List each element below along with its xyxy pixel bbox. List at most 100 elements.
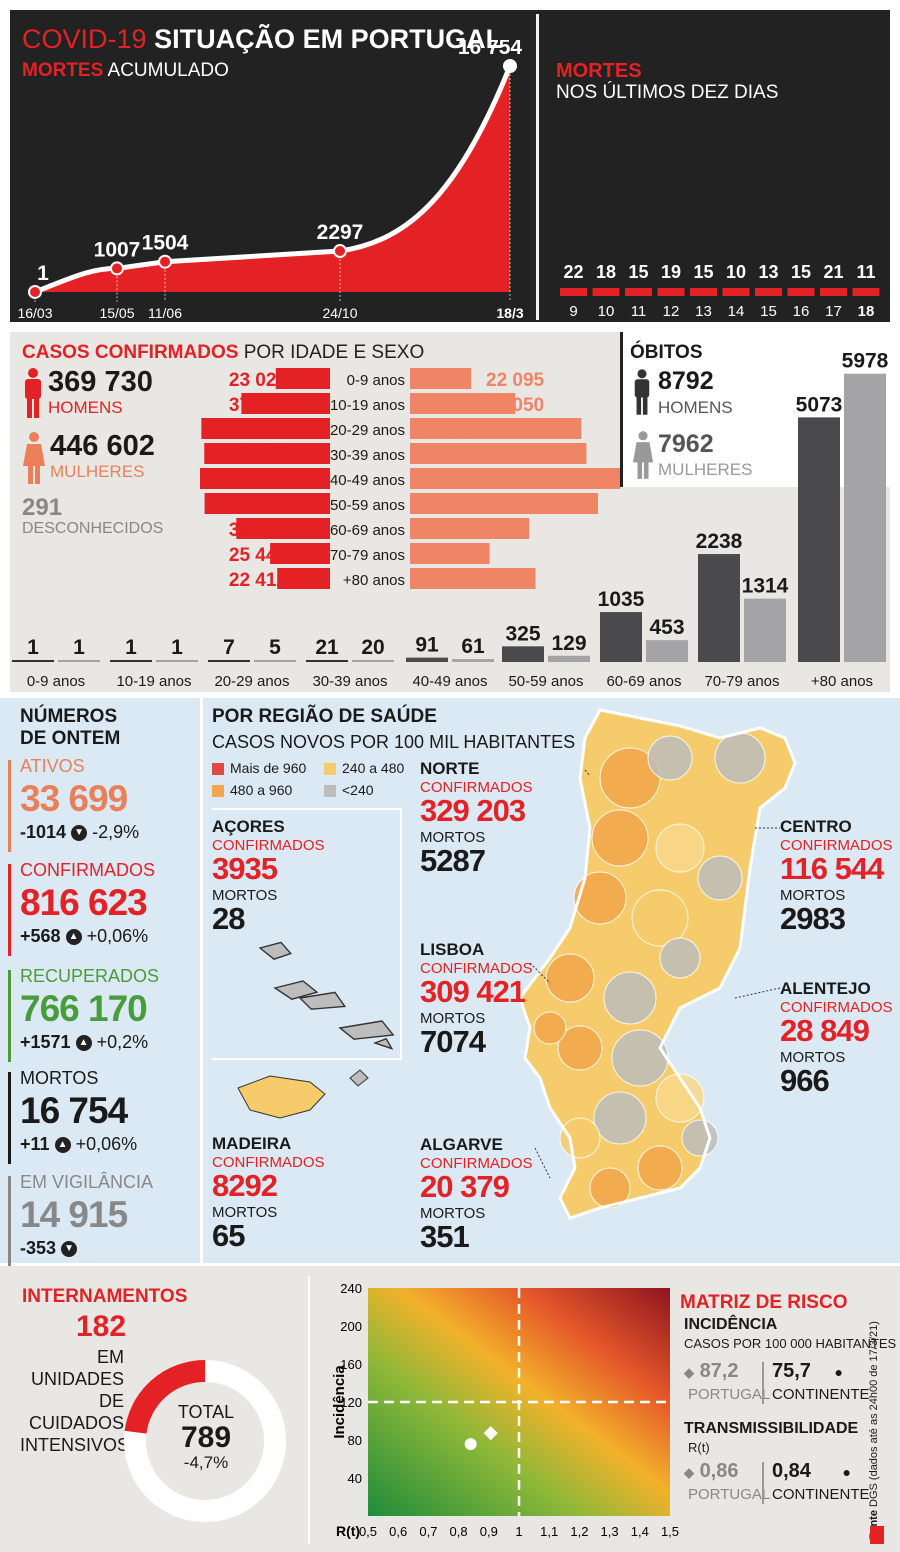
- men-cases-bar: [204, 493, 330, 514]
- subtitle-red: MORTES: [22, 60, 104, 81]
- ontem-item-delta-value: +568: [20, 926, 61, 946]
- divider: [400, 808, 402, 1058]
- ten-days-label: 18: [858, 303, 875, 320]
- cumulative-value-label: 1504: [142, 232, 189, 255]
- men-deaths-bar: [406, 657, 448, 662]
- page-title: COVID-19 SITUAÇÃO EM PORTUGAL: [22, 24, 502, 55]
- municipality-area: [611, 1029, 669, 1087]
- men-deaths-value: 1: [27, 636, 39, 659]
- women-deaths-value: 1: [73, 636, 85, 659]
- cumulative-point: [333, 244, 347, 259]
- ontem-item-pct: +0,06%: [86, 926, 149, 946]
- ontem-list: ATIVOS 33 699 -1014 ▼ -2,9% CONFIRMADOS 816 …: [0, 756, 200, 1268]
- men-deaths-bar: [600, 612, 642, 662]
- rt-portugal: ◆ 0,86: [684, 1460, 739, 1483]
- ten-days-value: 15: [628, 262, 648, 282]
- incidence-subtitle: CASOS POR 100 000 HABITANTES: [684, 1336, 897, 1351]
- men-cases-value: 39 798: [229, 520, 287, 541]
- ontem-item: EM VIGILÂNCIA 14 915 -353 ▼: [0, 1172, 200, 1272]
- region-pointer: [584, 769, 591, 777]
- risk-x-tick: 1,5: [661, 1524, 679, 1539]
- men-cases-value: 23 022: [229, 370, 287, 391]
- ten-days-label: 17: [825, 303, 842, 320]
- cumulative-subtitle: MORTES ACUMULADO: [22, 60, 229, 82]
- rt-continente: 0,84 ●: [772, 1460, 851, 1483]
- ten-days-value: 22: [563, 262, 583, 282]
- icu-total-value: 789: [180, 1421, 232, 1454]
- risk-y-axis-label: Incidência: [331, 1365, 348, 1439]
- ten-days-label: 10: [598, 303, 615, 320]
- cumulative-point: [503, 59, 517, 73]
- rt-continente-value: 0,84: [772, 1460, 811, 1482]
- women-cases-label: MULHERES: [50, 462, 145, 481]
- women-cases-bar: [410, 393, 516, 414]
- incidence-continente-label: CONTINENTE: [772, 1386, 870, 1403]
- icu-label: EM UNIDADES DE CUIDADOS INTENSIVOS: [20, 1346, 129, 1456]
- cases-age-chart: 23 022 0-9 anos 22 095 37 661 10-19 anos 38 0…: [200, 368, 620, 591]
- women-deaths-value: 5978: [842, 350, 889, 373]
- men-cases-label: HOMENS: [48, 398, 123, 417]
- cumulative-x-label: 16/03: [17, 305, 52, 321]
- women-deaths-bar: [254, 660, 296, 662]
- women-deaths-value: 129: [551, 632, 586, 655]
- ten-days-label: 16: [793, 303, 810, 320]
- legend-swatch: [212, 785, 224, 798]
- regions-title: POR REGIÃO DE SAÚDE: [212, 706, 437, 727]
- men-cases-bar: [200, 468, 330, 489]
- chevron-down-icon: ▼: [71, 825, 88, 842]
- ontem-item-delta-value: +1571: [20, 1032, 71, 1052]
- men-deaths-bar: [110, 660, 152, 662]
- men-deaths-value: 7: [223, 636, 235, 659]
- age-label: 20-29 anos: [330, 422, 405, 439]
- ten-days-value: 15: [791, 262, 811, 282]
- logo-icon: [870, 1526, 884, 1544]
- women-cases-bar: [410, 468, 620, 489]
- ontem-item: RECUPERADOS 766 170 +1571 ▲ +0,2%: [0, 966, 200, 1066]
- obitos-divider: [620, 332, 623, 487]
- regions-subtitle: CASOS NOVOS POR 100 MIL HABITANTES: [212, 732, 576, 752]
- men-cases-value: 53 287: [229, 495, 287, 516]
- icu-label-line2: DE CUIDADOS: [28, 1391, 124, 1433]
- ontem-item-bar: [8, 970, 11, 1062]
- men-cases-bar: [275, 368, 330, 389]
- ontem-item-value: 816 623: [20, 882, 148, 923]
- women-deaths-bar: [744, 598, 786, 662]
- azores-island: [372, 1037, 394, 1050]
- men-deaths-value: 1: [125, 636, 137, 659]
- risk-x-tick: 1,1: [540, 1524, 558, 1539]
- legend-label: 480 a 960: [230, 782, 293, 798]
- incidence-portugal: ◆ 87,2: [684, 1360, 739, 1383]
- deaths-age-label: 50-59 anos: [508, 673, 583, 690]
- women-deaths-bar: [452, 659, 494, 662]
- ontem-item-pct: +0,06%: [75, 1134, 138, 1154]
- rt-portugal-value: 0,86: [699, 1460, 739, 1482]
- men-cases-value: 37 661: [229, 395, 288, 416]
- chevron-down-icon: ▼: [61, 1241, 78, 1258]
- municipality-area: [697, 855, 743, 901]
- risk-x-tick: 0,5: [359, 1524, 377, 1539]
- ontem-item-value: 33 699: [20, 778, 128, 819]
- women-deaths-value: 61: [461, 635, 485, 658]
- region-pointer: [534, 1147, 551, 1179]
- chevron-up-icon: ▲: [75, 1035, 92, 1052]
- deaths-age-label: 30-39 anos: [312, 673, 387, 690]
- dot-icon: ●: [842, 1464, 851, 1480]
- legend-label: Mais de 960: [230, 760, 307, 776]
- rt-portugal-label: PORTUGAL: [688, 1486, 771, 1503]
- risk-x-tick: 0,8: [450, 1524, 468, 1539]
- men-deaths-value: 91: [415, 634, 439, 657]
- icu-total-label: TOTAL: [177, 1402, 235, 1422]
- incidence-title: INCIDÊNCIA: [684, 1316, 778, 1333]
- porto-santo-island: [349, 1069, 369, 1087]
- ontem-item-value: 766 170: [20, 988, 148, 1029]
- deaths-age-label: 0-9 anos: [27, 673, 85, 690]
- incidence-continente: 75,7 ●: [772, 1360, 843, 1383]
- men-deaths-bar: [208, 660, 250, 662]
- women-deaths-value: 7962: [658, 430, 714, 458]
- ten-days-bar: [625, 288, 652, 296]
- icu-title: INTERNAMENTOS: [22, 1286, 188, 1307]
- unknown-cases-label: DESCONHECIDOS: [22, 520, 164, 537]
- risk-y-tick: 120: [340, 1395, 362, 1410]
- risk-point-portugal: [483, 1426, 498, 1441]
- ten-days-bar: [787, 288, 815, 296]
